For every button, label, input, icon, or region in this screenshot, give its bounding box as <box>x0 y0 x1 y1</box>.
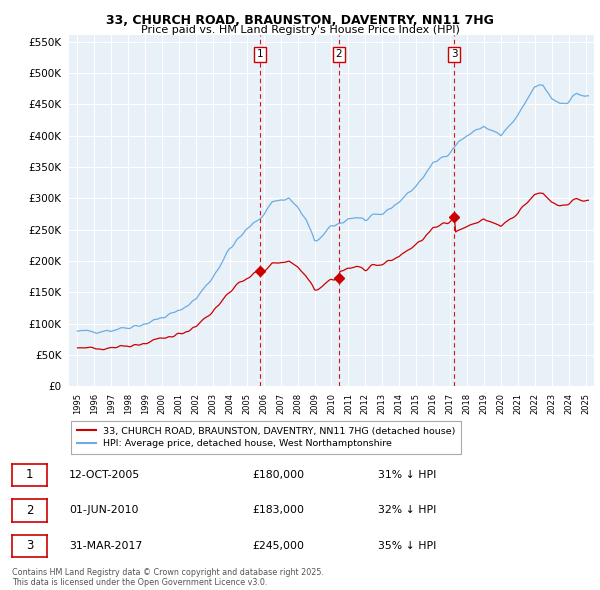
Text: 31-MAR-2017: 31-MAR-2017 <box>69 541 142 550</box>
Text: 2: 2 <box>335 49 342 59</box>
Text: £183,000: £183,000 <box>252 506 304 515</box>
Text: 1: 1 <box>26 468 33 481</box>
Text: Price paid vs. HM Land Registry's House Price Index (HPI): Price paid vs. HM Land Registry's House … <box>140 25 460 35</box>
Text: 35% ↓ HPI: 35% ↓ HPI <box>378 541 436 550</box>
Text: £245,000: £245,000 <box>252 541 304 550</box>
Text: 3: 3 <box>451 49 458 59</box>
Text: 01-JUN-2010: 01-JUN-2010 <box>69 506 139 515</box>
Text: 12-OCT-2005: 12-OCT-2005 <box>69 470 140 480</box>
Legend: 33, CHURCH ROAD, BRAUNSTON, DAVENTRY, NN11 7HG (detached house), HPI: Average pr: 33, CHURCH ROAD, BRAUNSTON, DAVENTRY, NN… <box>71 421 461 454</box>
Text: 32% ↓ HPI: 32% ↓ HPI <box>378 506 436 515</box>
Text: 31% ↓ HPI: 31% ↓ HPI <box>378 470 436 480</box>
Text: 3: 3 <box>26 539 33 552</box>
Text: Contains HM Land Registry data © Crown copyright and database right 2025.
This d: Contains HM Land Registry data © Crown c… <box>12 568 324 587</box>
Text: £180,000: £180,000 <box>252 470 304 480</box>
Text: 1: 1 <box>257 49 263 59</box>
Text: 2: 2 <box>26 504 33 517</box>
Text: 33, CHURCH ROAD, BRAUNSTON, DAVENTRY, NN11 7HG: 33, CHURCH ROAD, BRAUNSTON, DAVENTRY, NN… <box>106 14 494 27</box>
